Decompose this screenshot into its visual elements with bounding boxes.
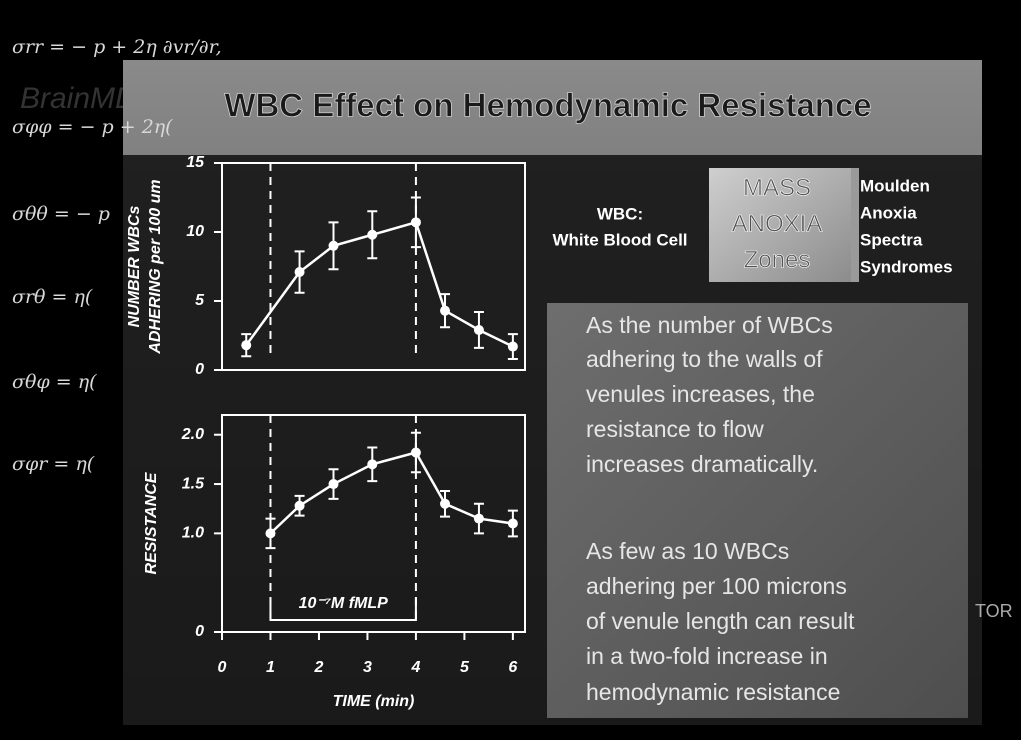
plot-frame	[221, 414, 526, 633]
x-tick-label: 1	[266, 659, 275, 676]
data-point	[410, 447, 421, 458]
paragraph-line: increases dramatically.	[586, 451, 818, 477]
data-line	[269, 451, 514, 535]
y-axis-label: RESISTANCE	[143, 471, 160, 574]
data-point	[507, 341, 518, 352]
data-point	[410, 217, 421, 228]
data-point	[294, 500, 305, 511]
x-tick-label: 4	[410, 659, 420, 676]
paragraph-line: adhering per 100 microns	[586, 573, 847, 599]
logo-caption: Anoxia	[860, 203, 917, 222]
logo-caption: Moulden	[860, 176, 930, 195]
y-tick-label: 0	[195, 361, 204, 378]
paragraph-line: As few as 10 WBCs	[586, 538, 789, 564]
y-axis-label: NUMBER WBCs	[126, 206, 143, 328]
y-tick-label: 2.0	[181, 426, 204, 443]
y-axis-label: ADHERING per 100 um	[147, 179, 164, 354]
data-point	[367, 229, 378, 240]
equation: σrr = − p + 2η ∂vr/∂r,	[12, 36, 222, 58]
paragraph-line: adhering to the walls of	[586, 346, 823, 372]
logo-text: Zones	[744, 246, 811, 273]
x-axis-label: TIME (min)	[333, 693, 415, 710]
equation: σrθ = η(	[12, 286, 93, 308]
y-tick-label: 10	[186, 223, 204, 240]
data-point	[440, 498, 451, 509]
logo-box	[709, 168, 851, 282]
x-tick-label: 6	[508, 659, 517, 676]
data-point	[265, 528, 276, 539]
x-tick-label: 2	[314, 659, 324, 676]
data-point	[328, 479, 339, 490]
wbc-label: WBC:	[597, 204, 643, 223]
data-point	[241, 340, 252, 351]
data-point	[367, 459, 378, 470]
paragraph-line: As the number of WBCs	[586, 312, 833, 338]
y-tick-label: 5	[195, 292, 205, 309]
wbc-label: White Blood Cell	[552, 230, 687, 249]
data-line	[245, 220, 514, 348]
paragraph-line: venules increases, the	[586, 381, 815, 407]
annotation-bracket	[269, 598, 417, 621]
x-tick-label: 5	[460, 659, 470, 676]
equation: σθφ = η(	[12, 371, 97, 393]
x-tick-label: 3	[363, 659, 372, 676]
equation: σφr = η(	[12, 453, 95, 475]
x-tick-label: 0	[218, 659, 227, 676]
logo-caption: Syndromes	[860, 257, 953, 276]
plot-frame	[221, 162, 526, 371]
logo-strip	[851, 168, 859, 282]
annotation: 10⁻⁷M fMLP	[299, 595, 389, 612]
data-point	[328, 240, 339, 251]
data-point	[507, 518, 518, 529]
y-tick-label: 1.5	[182, 475, 205, 492]
paragraph-line: of venule length can result	[586, 608, 855, 634]
equation: σφφ = − p + 2η(	[12, 116, 173, 138]
slide-title: WBC Effect on Hemodynamic Resistance	[224, 87, 871, 124]
text-box	[547, 303, 968, 718]
paragraph-line: in a two-fold increase in	[586, 643, 828, 669]
y-tick-label: 15	[186, 154, 205, 171]
logo-caption: Spectra	[860, 230, 923, 249]
y-tick-label: 1.0	[182, 525, 204, 542]
logo-text: MASS	[743, 174, 811, 201]
data-point	[440, 305, 451, 316]
logo-text: ANOXIA	[732, 210, 823, 237]
data-point	[473, 513, 484, 524]
corner-text: TOR	[975, 601, 1013, 621]
data-point	[294, 267, 305, 278]
data-point	[473, 324, 484, 335]
paragraph-line: hemodynamic resistance	[586, 679, 840, 705]
y-tick-label: 0	[195, 623, 204, 640]
paragraph-line: resistance to flow	[586, 416, 764, 442]
equation: σθθ = − p	[12, 203, 110, 225]
